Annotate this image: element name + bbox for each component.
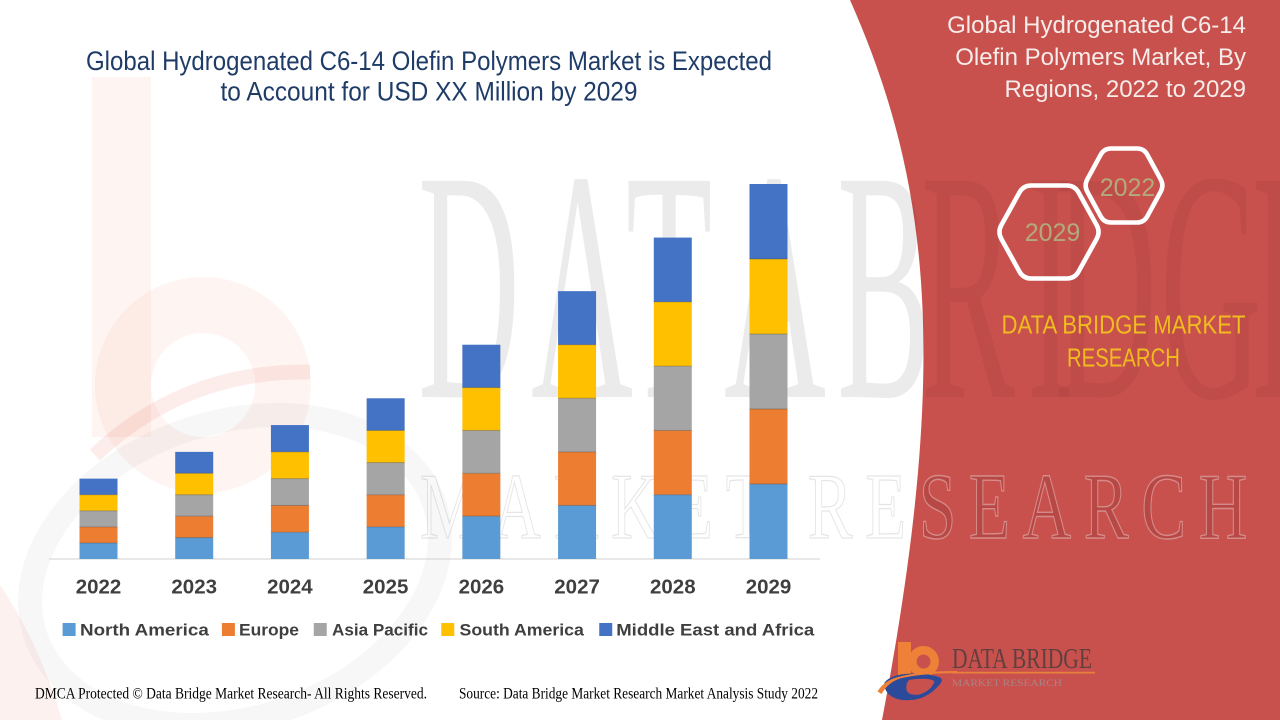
- svg-text:2023: 2023: [171, 576, 217, 599]
- svg-text:South America: South America: [460, 621, 585, 640]
- svg-text:MARKET RESEARCH: MARKET RESEARCH: [420, 455, 1260, 559]
- svg-text:2029: 2029: [1025, 219, 1081, 247]
- svg-text:2022: 2022: [76, 576, 122, 599]
- svg-text:2025: 2025: [363, 576, 409, 599]
- svg-text:2024: 2024: [267, 576, 313, 599]
- svg-text:Source: Data Bridge Market Res: Source: Data Bridge Market Research Mark…: [459, 686, 818, 703]
- svg-text:to Account for USD XX Million: to Account for USD XX Million by 2029: [221, 77, 638, 107]
- svg-text:2022: 2022: [1100, 174, 1156, 202]
- svg-text:MARKET RESEARCH: MARKET RESEARCH: [952, 679, 1062, 689]
- svg-text:RESEARCH: RESEARCH: [1067, 343, 1180, 373]
- svg-text:DMCA Protected © Data Bridge M: DMCA Protected © Data Bridge Market Rese…: [35, 686, 427, 703]
- svg-text:North America: North America: [80, 621, 210, 640]
- svg-text:Middle East and Africa: Middle East and Africa: [616, 621, 815, 640]
- svg-text:2029: 2029: [746, 576, 792, 599]
- svg-text:Asia Pacific: Asia Pacific: [332, 621, 428, 640]
- svg-text:Global Hydrogenated C6-14: Global Hydrogenated C6-14: [947, 12, 1246, 39]
- svg-text:2027: 2027: [554, 576, 600, 599]
- svg-text:DATA BRIDGE MARKET: DATA BRIDGE MARKET: [1002, 310, 1246, 340]
- svg-text:2026: 2026: [459, 576, 505, 599]
- svg-text:DATA BRIDGE: DATA BRIDGE: [952, 643, 1092, 675]
- svg-text:2028: 2028: [650, 576, 696, 599]
- svg-text:Global Hydrogenated C6-14 Olef: Global Hydrogenated C6-14 Olefin Polymer…: [86, 46, 772, 76]
- svg-text:Europe: Europe: [239, 621, 299, 640]
- svg-text:Olefin Polymers Market, By: Olefin Polymers Market, By: [955, 44, 1246, 71]
- svg-text:Regions, 2022 to 2029: Regions, 2022 to 2029: [1004, 76, 1246, 103]
